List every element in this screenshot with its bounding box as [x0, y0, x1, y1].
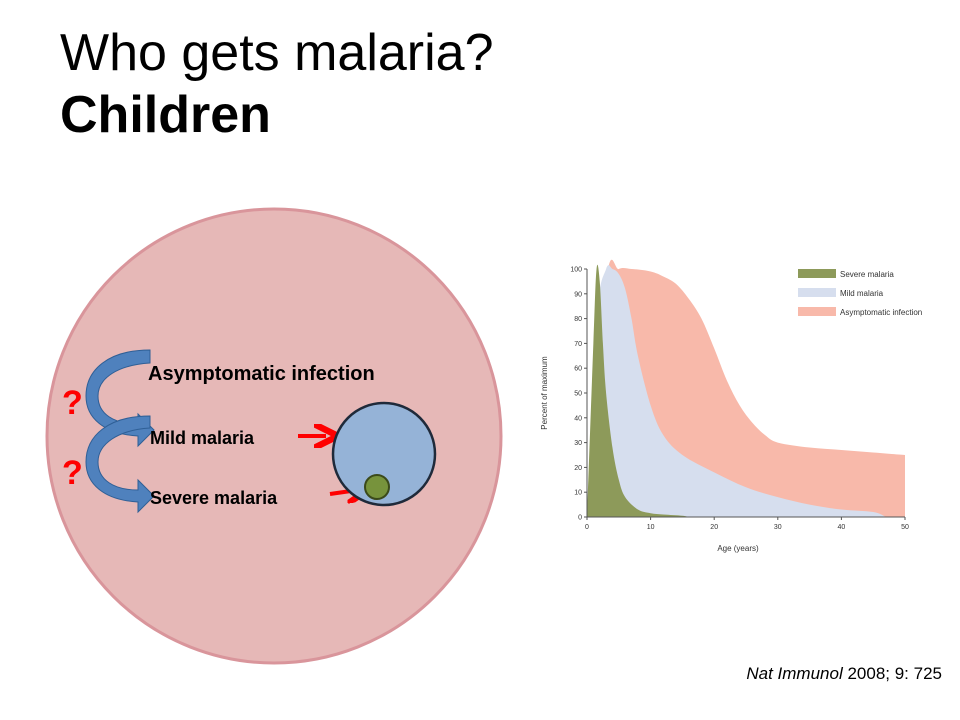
y-tick-label: 60 [574, 366, 582, 373]
x-tick-label: 10 [647, 524, 655, 531]
legend-swatch-1 [798, 288, 836, 297]
question-mark-lower: ? [62, 454, 83, 492]
legend-label-0: Asymptomatic infection [840, 308, 922, 317]
x-tick-label: 0 [585, 524, 589, 531]
curved-arrow-upper [85, 349, 155, 448]
y-tick-label: 20 [574, 465, 582, 472]
label-asymptomatic: Asymptomatic infection [148, 363, 375, 385]
area-series-1 [587, 265, 886, 517]
title-line-1: Who gets malaria? [60, 24, 494, 82]
legend-swatch-0 [798, 307, 836, 316]
curved-arrow-lower [85, 415, 155, 514]
citation: Nat Immunol 2008; 9: 725 [746, 664, 942, 684]
x-tick-label: 50 [901, 524, 909, 531]
legend-swatch-2 [798, 269, 836, 278]
population-circle [45, 207, 503, 665]
x-tick-label: 30 [774, 524, 782, 531]
label-severe: Severe malaria [150, 488, 278, 508]
y-tick-label: 90 [574, 291, 582, 298]
y-tick-label: 80 [574, 316, 582, 323]
legend-label-2: Severe malaria [840, 270, 894, 279]
question-mark-upper: ? [62, 384, 83, 422]
y-tick-label: 50 [574, 391, 582, 398]
area-series-2 [587, 264, 689, 517]
y-tick-label: 70 [574, 341, 582, 348]
y-tick-label: 100 [570, 267, 582, 274]
x-tick-label: 20 [710, 524, 718, 531]
label-mild: Mild malaria [150, 428, 255, 448]
x-tick-label: 40 [838, 524, 846, 531]
title-line-2: Children [60, 86, 271, 144]
y-axis-label: Percent of maximum [540, 356, 549, 430]
legend-label-1: Mild malaria [840, 289, 884, 298]
y-tick-label: 0 [578, 515, 582, 522]
x-axis-label: Age (years) [717, 544, 759, 553]
y-tick-label: 40 [574, 415, 582, 422]
citation-details: 2008; 9: 725 [842, 664, 942, 683]
population-diagram: ? ? Asymptomatic infection Mild malaria … [45, 207, 503, 665]
slide-title: Who gets malaria? Children [60, 22, 494, 146]
age-chart: 0 10 20 30 40 50 60 70 80 90 100 0 10 20 30 40 50 Age (ye… [540, 259, 922, 553]
mild-malaria-circle [331, 401, 437, 507]
citation-journal: Nat Immunol [746, 664, 843, 683]
y-tick-label: 30 [574, 440, 582, 447]
y-tick-label: 10 [574, 490, 582, 497]
severe-malaria-circle [364, 474, 390, 500]
